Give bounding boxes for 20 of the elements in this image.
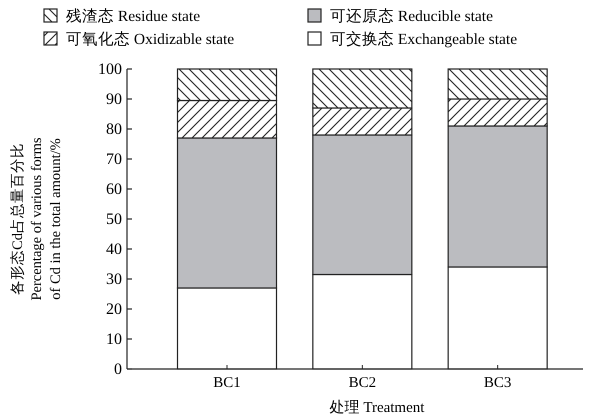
y-tick-label: 10 [106, 331, 122, 348]
y-tick-label: 90 [106, 91, 122, 108]
y-tick-label: 30 [106, 271, 122, 288]
y-tick-label: 20 [106, 301, 122, 318]
x-tick-label: BC1 [213, 375, 241, 391]
x-axis-title: 处理 Treatment [330, 399, 426, 416]
x-tick-label: BC3 [484, 375, 512, 391]
y-tick-label: 80 [106, 121, 122, 138]
y-tick-label: 70 [106, 151, 122, 168]
y-tick-label: 0 [114, 361, 122, 378]
y-axis-title: 各形态Cd占总量百分比 Percentage of various forms of Cd in the total amount/% [9, 137, 64, 301]
legend-label: 残渣态 Residue state [66, 7, 200, 25]
y-tick-label: 100 [98, 61, 122, 78]
x-tick-label: BC2 [348, 375, 376, 391]
y-tick-label: 60 [106, 181, 122, 198]
legend-label: 可交换态 Exchangeable state [330, 30, 518, 48]
legend-label: 可氧化态 Oxidizable state [66, 30, 234, 48]
y-tick-label: 50 [106, 211, 122, 228]
legend-label: 可还原态 Reducible state [330, 7, 494, 25]
y-tick-label: 40 [106, 241, 122, 258]
